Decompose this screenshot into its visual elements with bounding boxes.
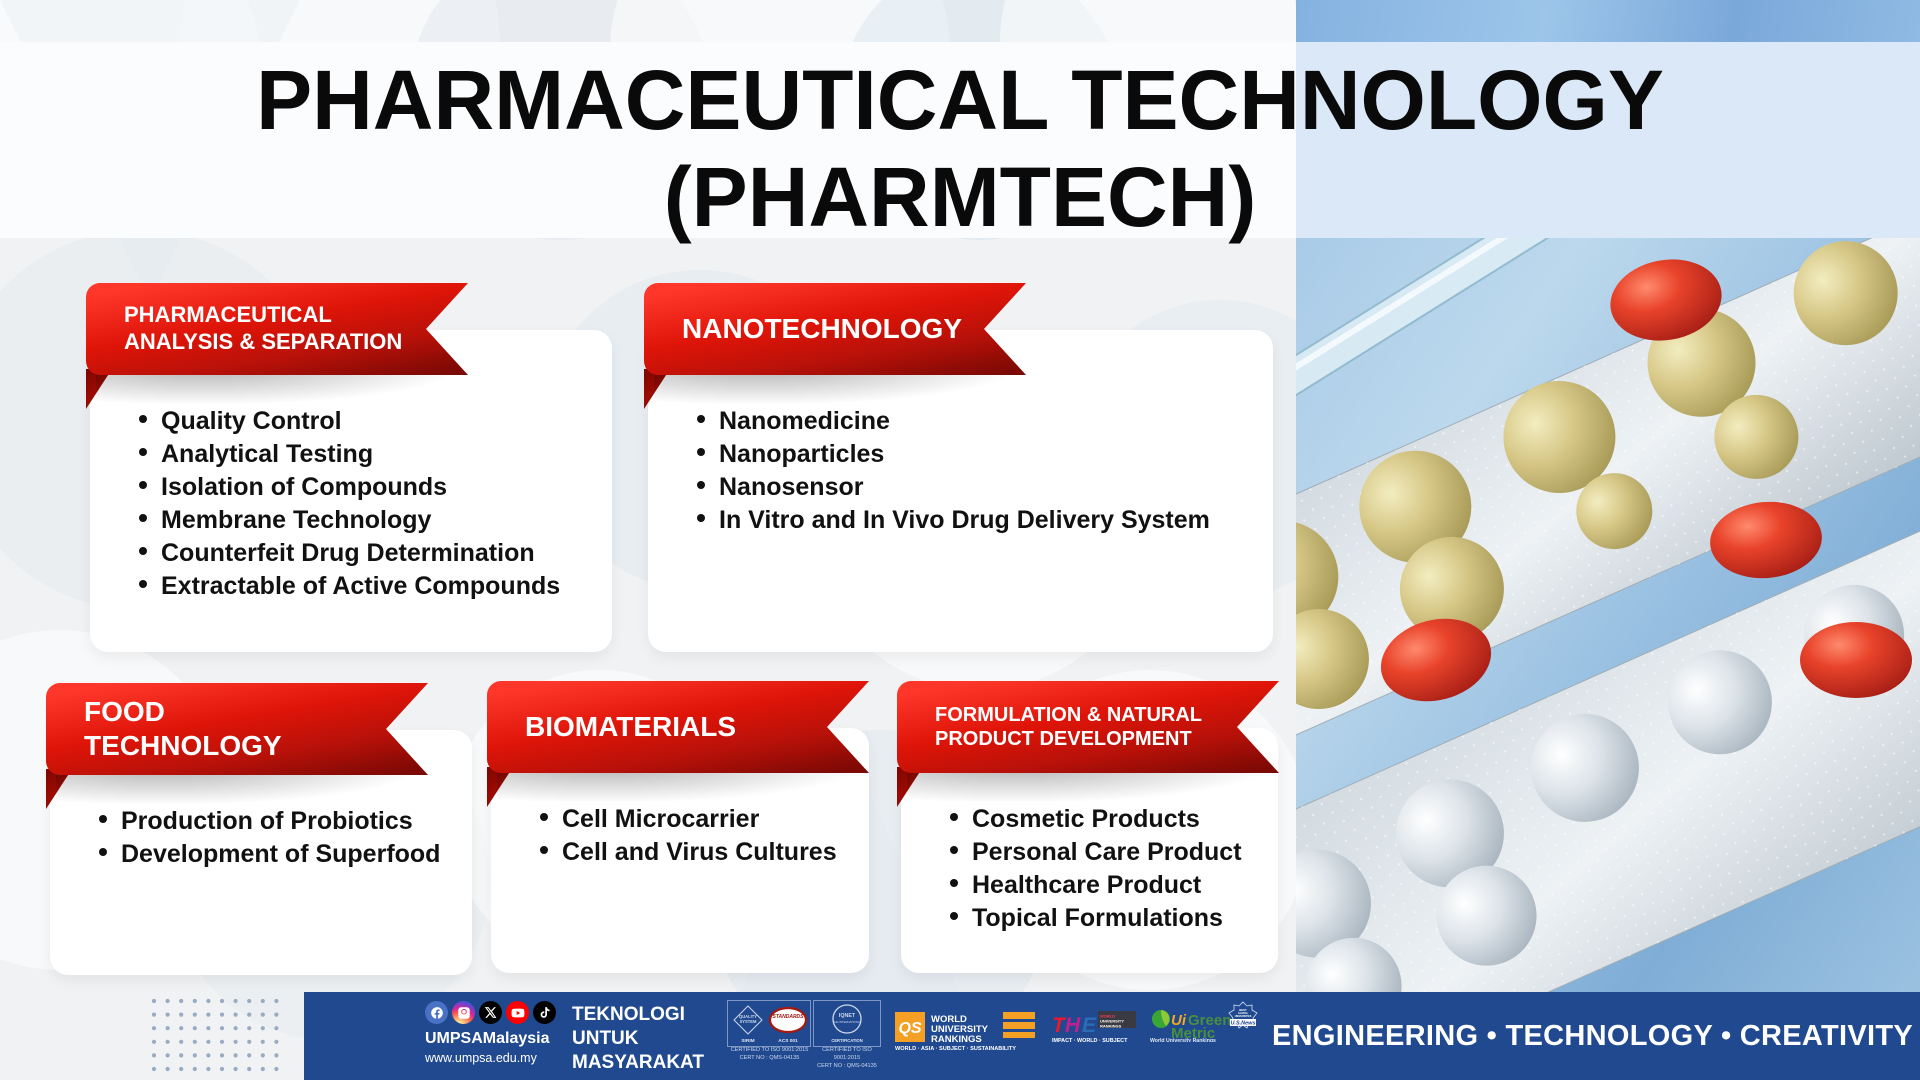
- svg-text:SIRIM: SIRIM: [741, 1038, 754, 1044]
- svg-text:UNIVERSITIES: UNIVERSITIES: [1235, 1015, 1252, 1018]
- svg-text:WORLD · ASIA · SUBJECT · SUSTA: WORLD · ASIA · SUBJECT · SUSTAINABILITY: [895, 1046, 1016, 1052]
- svg-text:IMPACT · WORLD · SUBJECT: IMPACT · WORLD · SUBJECT: [1052, 1038, 1128, 1044]
- svg-text:E: E: [1082, 1014, 1097, 1037]
- svg-text:IQNET: IQNET: [839, 1013, 856, 1019]
- svg-text:U.S.News: U.S.News: [1230, 1021, 1255, 1027]
- svg-text:THE INTERNATIONAL: THE INTERNATIONAL: [833, 1020, 862, 1024]
- svg-text:RANKINGS: RANKINGS: [1100, 1024, 1122, 1029]
- svg-text:H: H: [1065, 1014, 1081, 1037]
- svg-text:STANDARDS: STANDARDS: [772, 1014, 804, 1020]
- svg-text:RANKINGS: RANKINGS: [931, 1034, 982, 1045]
- svg-text:World University Rankings: World University Rankings: [1150, 1038, 1216, 1042]
- svg-text:SYSTEM: SYSTEM: [740, 1019, 757, 1024]
- svg-text:QS: QS: [898, 1020, 921, 1037]
- svg-text:CERTIFICATION: CERTIFICATION: [831, 1038, 862, 1043]
- svg-text:ACS 001: ACS 001: [778, 1038, 798, 1044]
